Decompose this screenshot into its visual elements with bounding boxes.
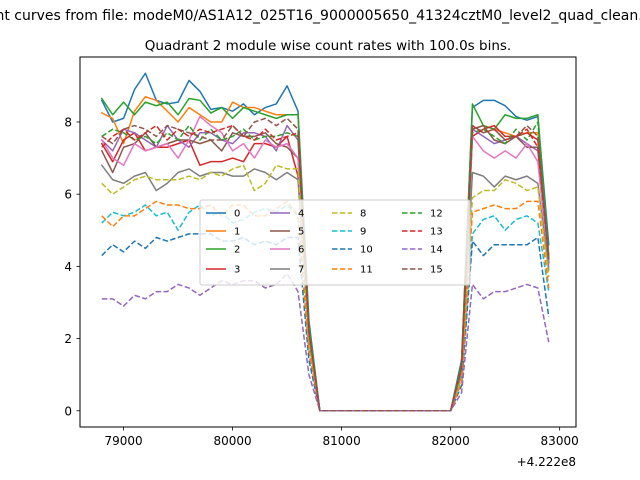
chart-title: Quadrant 2 module wise count rates with … [145, 38, 511, 54]
x-tick-label: 81000 [323, 434, 361, 448]
legend-label-5: 5 [298, 227, 304, 238]
series-line-13 [101, 124, 550, 412]
legend-label-0: 0 [234, 209, 240, 220]
y-tick-label: 4 [64, 260, 72, 274]
y-tick-label: 0 [64, 404, 72, 418]
legend-label-10: 10 [360, 245, 373, 256]
figure-suptitle: Light curves from file: modeM0/AS1A12_02… [0, 8, 640, 24]
x-offset-label: +4.222e8 [517, 455, 576, 469]
y-tick-label: 2 [64, 332, 72, 346]
y-tick-label: 8 [64, 115, 72, 129]
legend-label-8: 8 [360, 209, 366, 220]
series-layer [100, 72, 550, 412]
legend-label-14: 14 [430, 245, 443, 256]
x-tick-label: 82000 [432, 434, 470, 448]
legend-label-2: 2 [234, 245, 240, 256]
legend-label-9: 9 [360, 227, 366, 238]
legend-label-4: 4 [298, 209, 304, 220]
plot-area-frame [79, 56, 577, 428]
y-tick-label: 6 [64, 188, 72, 202]
x-tick-label: 79000 [105, 434, 143, 448]
legend-label-12: 12 [430, 209, 443, 220]
legend-label-7: 7 [298, 265, 304, 276]
legend-label-6: 6 [298, 245, 304, 256]
x-axis: 79000 80000 81000 82000 83000 [105, 427, 579, 448]
y-axis: 0 2 4 6 8 [64, 115, 80, 418]
series-line-15 [101, 117, 550, 412]
legend-label-15: 15 [430, 265, 443, 276]
x-tick-label: 80000 [214, 434, 252, 448]
series-line-14 [101, 272, 550, 412]
legend-label-1: 1 [234, 227, 240, 238]
legend-label-13: 13 [430, 227, 443, 238]
legend-label-3: 3 [234, 265, 240, 276]
x-tick-label: 83000 [541, 434, 579, 448]
legend-label-11: 11 [360, 265, 373, 276]
legend-frame [199, 199, 471, 286]
